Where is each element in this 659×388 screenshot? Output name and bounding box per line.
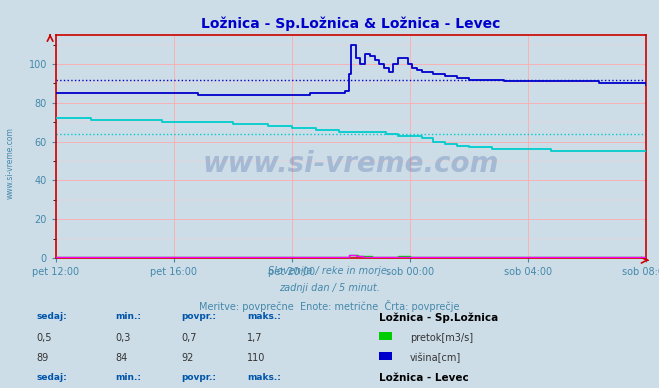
Text: povpr.:: povpr.: xyxy=(181,373,216,382)
Text: Meritve: povprečne  Enote: metrične  Črta: povprečje: Meritve: povprečne Enote: metrične Črta:… xyxy=(199,300,460,312)
Text: www.si-vreme.com: www.si-vreme.com xyxy=(5,127,14,199)
Text: Ložnica - Sp.Ložnica: Ložnica - Sp.Ložnica xyxy=(379,312,498,323)
Title: Ložnica - Sp.Ložnica & Ložnica - Levec: Ložnica - Sp.Ložnica & Ložnica - Levec xyxy=(201,16,501,31)
Text: Slovenija / reke in morje.: Slovenija / reke in morje. xyxy=(268,266,391,276)
Text: višina[cm]: višina[cm] xyxy=(410,353,461,363)
Text: 0,5: 0,5 xyxy=(36,333,52,343)
Text: 110: 110 xyxy=(247,353,266,363)
Text: maks.:: maks.: xyxy=(247,373,281,382)
Text: www.si-vreme.com: www.si-vreme.com xyxy=(203,150,499,178)
Text: 0,7: 0,7 xyxy=(181,333,197,343)
Text: sedaj:: sedaj: xyxy=(36,312,67,321)
Text: maks.:: maks.: xyxy=(247,312,281,321)
Text: 0,3: 0,3 xyxy=(115,333,130,343)
Text: min.:: min.: xyxy=(115,373,141,382)
Text: Ložnica - Levec: Ložnica - Levec xyxy=(379,373,469,383)
Text: sedaj:: sedaj: xyxy=(36,373,67,382)
Text: pretok[m3/s]: pretok[m3/s] xyxy=(410,333,473,343)
Text: 92: 92 xyxy=(181,353,194,363)
Text: 1,7: 1,7 xyxy=(247,333,263,343)
Text: 84: 84 xyxy=(115,353,128,363)
Text: zadnji dan / 5 minut.: zadnji dan / 5 minut. xyxy=(279,283,380,293)
Text: povpr.:: povpr.: xyxy=(181,312,216,321)
Text: min.:: min.: xyxy=(115,312,141,321)
Text: 89: 89 xyxy=(36,353,49,363)
